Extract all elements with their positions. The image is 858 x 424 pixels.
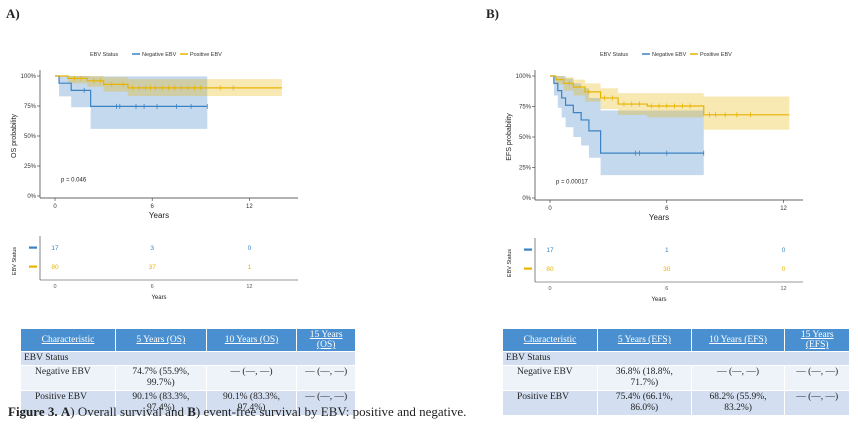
risk-row-swatch: [524, 248, 532, 251]
risk-count: 1: [248, 264, 252, 271]
risk-count: 17: [546, 247, 554, 254]
p-value: p = 0.046: [61, 178, 87, 184]
risk-count: 3: [150, 245, 154, 252]
table-row: Positive EBV 75.4% (66.1%, 86.0%) 68.2% …: [502, 390, 850, 416]
risk-count: 80: [51, 264, 59, 271]
y-axis-label: EFS probability: [506, 113, 513, 161]
risk-count: 37: [149, 264, 157, 271]
survival-curve: [550, 75, 704, 154]
risk-count: 0: [248, 245, 252, 252]
risk-x-label: Years: [651, 297, 666, 303]
col-5-years: 5 Years (EFS): [597, 328, 692, 352]
table-row: Negative EBV 74.7% (55.9%, 99.7%) — (—, …: [20, 365, 356, 391]
risk-count: 80: [546, 266, 554, 273]
x-axis-label: Years: [149, 211, 169, 220]
table-row: Negative EBV 36.8% (18.8%, 71.7%) — (—, …: [502, 365, 850, 391]
survival-curve: [55, 75, 282, 89]
legend-label: Positive EBV: [190, 52, 222, 58]
risk-row-swatch: [29, 246, 37, 249]
legend-label: Negative EBV: [142, 52, 177, 58]
y-tick-label: 100%: [21, 74, 37, 80]
panel-a-label: A): [6, 6, 20, 21]
col-5-years: 5 Years (OS): [115, 328, 207, 352]
risk-count: 1: [665, 247, 669, 254]
survival-plots: EBV Status Negative EBV Positive EBV 0% 25% 5…: [11, 52, 803, 303]
risk-row-swatch: [29, 265, 37, 268]
col-15-years: 15 Years (OS): [296, 328, 356, 352]
survival-curve: [550, 75, 790, 116]
legend-title: EBV Status: [90, 52, 118, 58]
x-tick-label: 6: [151, 204, 155, 210]
risk-count: 0: [782, 247, 786, 254]
col-10-years: 10 Years (OS): [205, 328, 298, 352]
risk-row-swatch: [524, 267, 532, 270]
figure-caption: Figure 3. A) Overall survival and B) eve…: [8, 404, 467, 419]
x-tick-label: 12: [246, 204, 253, 210]
risk-count: 0: [782, 266, 786, 273]
panel-b-label: B): [486, 6, 499, 21]
table-group-row: EBV Status: [502, 351, 850, 366]
efs-results-table: Characteristic 5 Years (EFS) 10 Years (E…: [502, 328, 850, 416]
x-tick-label: 12: [780, 206, 787, 212]
x-tick-label: 0: [548, 206, 552, 212]
col-15-years: 15 Years (EFS): [784, 328, 850, 352]
plot-area: [535, 70, 803, 200]
p-value: p = 0.00017: [556, 179, 589, 185]
risk-time-label: 12: [780, 286, 786, 292]
risk-time-label: 0: [548, 286, 551, 292]
risk-time-label: 0: [53, 284, 56, 290]
col-characteristic: Characteristic: [502, 328, 598, 352]
x-tick-label: 6: [665, 206, 669, 212]
y-tick-label: 0%: [522, 196, 531, 202]
y-tick-label: 25%: [24, 164, 37, 170]
table-header-row: Characteristic 5 Years (EFS) 10 Years (E…: [502, 328, 850, 352]
ci-band: [55, 76, 208, 129]
x-axis-label: Years: [649, 213, 669, 222]
risk-count: 30: [663, 266, 671, 273]
y-tick-label: 100%: [516, 74, 532, 80]
risk-y-label: EBV Status: [12, 247, 18, 275]
risk-count: 17: [51, 245, 59, 252]
y-tick-label: 0%: [27, 194, 36, 200]
x-tick-label: 0: [53, 204, 57, 210]
col-characteristic: Characteristic: [20, 328, 116, 352]
y-axis-label: OS probability: [11, 114, 18, 158]
risk-time-label: 6: [665, 286, 668, 292]
legend-title: EBV Status: [600, 52, 628, 58]
y-tick-label: 75%: [519, 105, 532, 111]
legend-label: Positive EBV: [700, 52, 732, 58]
ci-band: [550, 76, 704, 176]
risk-time-label: 6: [151, 284, 154, 290]
table-header-row: Characteristic 5 Years (OS) 10 Years (OS…: [20, 328, 356, 352]
legend-label: Negative EBV: [652, 52, 687, 58]
survival-curve: [55, 75, 208, 107]
risk-y-label: EBV Status: [507, 249, 513, 277]
risk-x-label: Years: [151, 295, 166, 301]
risk-time-label: 12: [246, 284, 252, 290]
y-tick-label: 50%: [24, 134, 37, 140]
ci-band: [550, 76, 790, 130]
y-tick-label: 25%: [519, 166, 532, 172]
os-results-table: Characteristic 5 Years (OS) 10 Years (OS…: [20, 328, 356, 416]
plot-area: [40, 70, 298, 198]
table-group-row: EBV Status: [20, 351, 356, 366]
y-tick-label: 75%: [24, 104, 37, 110]
table-row: Positive EBV 90.1% (83.3%, 97.4%) 90.1% …: [20, 390, 356, 416]
col-10-years: 10 Years (EFS): [690, 328, 786, 352]
y-tick-label: 50%: [519, 135, 532, 141]
